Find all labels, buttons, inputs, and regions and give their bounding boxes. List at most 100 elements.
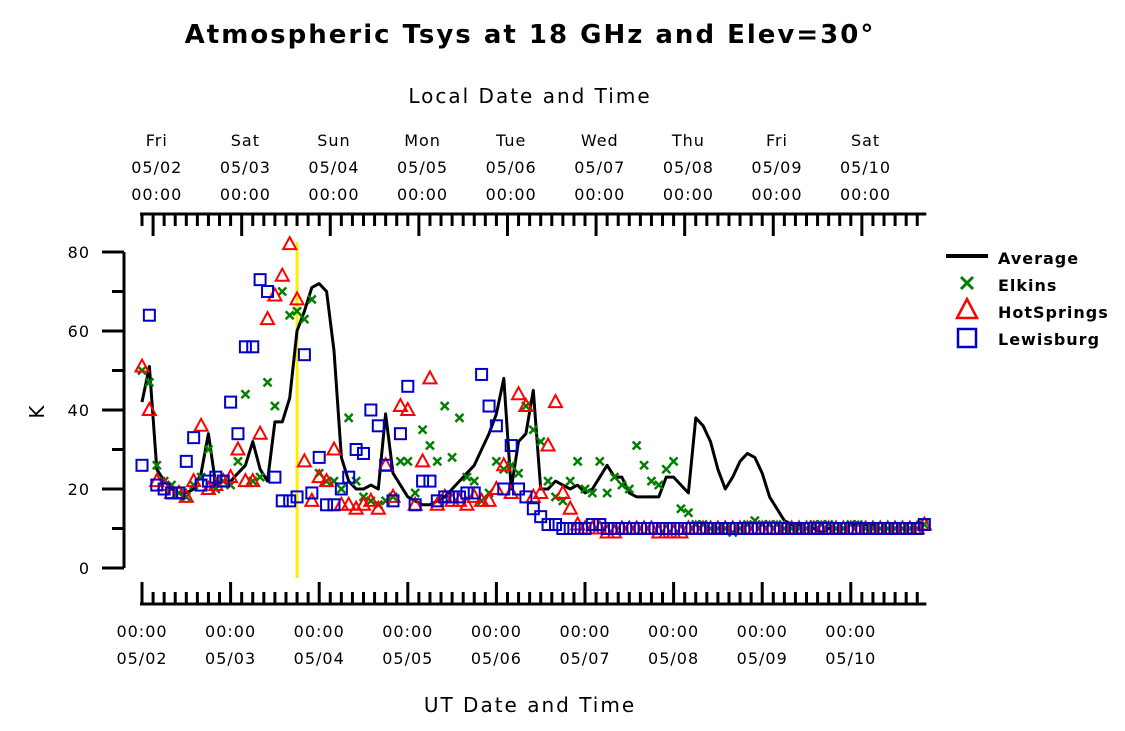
point-lewisburg — [445, 490, 459, 504]
chart-title: Atmospheric Tsys at 18 GHz and Elev=30° — [185, 20, 876, 50]
y-axis-title: K — [25, 403, 49, 418]
point-hotsprings — [281, 235, 298, 251]
point-lewisburg — [859, 522, 873, 535]
point-lewisburg — [497, 482, 511, 496]
point-lewisburg — [844, 522, 858, 535]
point-lewisburg — [150, 478, 164, 492]
point-lewisburg — [585, 518, 599, 532]
point-elkins-stroke — [432, 456, 443, 467]
point-elkins-stroke — [402, 456, 413, 467]
top-tick-time: 00:00 — [397, 185, 448, 204]
series-line-average — [140, 282, 926, 534]
point-elkins-stroke — [277, 286, 288, 297]
point-elkins — [565, 476, 576, 486]
point-elkins-stroke — [617, 480, 627, 490]
point-elkins — [306, 294, 317, 305]
point-elkins-stroke — [513, 468, 524, 479]
point-lewisburg — [556, 522, 570, 535]
point-elkins-stroke — [572, 456, 583, 467]
point-lewisburg — [770, 522, 784, 535]
legend-elkins-marker — [959, 275, 975, 291]
point-lewisburg — [630, 522, 644, 535]
point-elkins — [137, 365, 147, 376]
point-hotsprings — [303, 491, 321, 507]
point-elkins-stroke — [454, 413, 465, 423]
point-elkins — [410, 488, 421, 498]
top-tick-time: 00:00 — [840, 185, 891, 204]
point-lewisburg — [881, 522, 895, 535]
point-lewisburg — [401, 379, 415, 393]
point-lewisburg — [452, 490, 466, 504]
top-tick-date: 05/03 — [220, 158, 271, 177]
bottom-tick-date: 05/08 — [648, 649, 699, 668]
point-hotsprings — [510, 385, 527, 401]
bottom-tick-date: 05/07 — [559, 649, 610, 668]
point-lewisburg — [578, 522, 592, 535]
point-hotsprings — [466, 487, 483, 503]
point-elkins-stroke — [528, 424, 539, 435]
point-lewisburg — [297, 348, 311, 362]
bottom-tick-date: 05/03 — [205, 649, 256, 668]
point-lewisburg — [320, 498, 334, 512]
point-lewisburg — [895, 522, 909, 535]
point-elkins — [292, 306, 302, 317]
series-lewisburg — [135, 273, 931, 535]
top-tick-time: 00:00 — [663, 185, 714, 204]
point-hotsprings — [259, 310, 276, 326]
point-hotsprings — [517, 396, 535, 413]
point-elkins-stroke — [535, 436, 546, 447]
point-lewisburg — [379, 458, 393, 472]
point-lewisburg — [526, 502, 540, 516]
bottom-tick-date: 05/02 — [116, 649, 167, 668]
point-lewisburg — [157, 482, 171, 496]
point-elkins — [602, 488, 613, 498]
point-hotsprings — [606, 523, 623, 539]
bottom-tick-date: 05/09 — [737, 649, 788, 668]
point-hotsprings — [229, 440, 247, 456]
point-lewisburg — [748, 522, 762, 535]
point-lewisburg — [246, 340, 260, 354]
point-lewisburg — [777, 522, 791, 535]
point-elkins-stroke — [661, 464, 672, 475]
point-lewisburg — [327, 498, 341, 512]
point-lewisburg — [792, 522, 806, 535]
point-elkins — [498, 464, 509, 475]
point-elkins-stroke — [491, 456, 502, 467]
point-lewisburg — [482, 399, 496, 413]
point-elkins-stroke — [683, 507, 694, 518]
bottom-tick-date: 05/06 — [471, 649, 522, 668]
point-lewisburg — [357, 446, 370, 460]
point-hotsprings — [207, 475, 224, 492]
point-elkins-stroke — [462, 472, 472, 483]
bottom-tick-date: 05/10 — [825, 649, 876, 668]
point-hotsprings — [532, 483, 549, 499]
point-elkins — [469, 476, 480, 486]
bottom-tick-time: 00:00 — [737, 622, 788, 641]
point-elkins-stroke — [639, 460, 649, 471]
point-hotsprings — [525, 487, 542, 503]
series-hotsprings — [133, 235, 933, 539]
point-lewisburg — [423, 474, 437, 488]
top-tick-date: 05/06 — [486, 158, 537, 177]
point-lewisburg — [364, 403, 378, 417]
point-elkins-stroke — [624, 484, 635, 494]
point-hotsprings — [266, 286, 284, 302]
point-hotsprings — [244, 472, 261, 488]
point-elkins — [609, 472, 620, 483]
point-hotsprings — [274, 266, 291, 282]
point-hotsprings — [178, 487, 195, 503]
legend-lewisburg-marker — [956, 327, 978, 349]
point-elkins — [572, 456, 583, 467]
point-lewisburg — [541, 518, 555, 532]
point-hotsprings — [591, 519, 608, 535]
point-elkins-stroke — [270, 401, 280, 411]
point-hotsprings — [414, 452, 431, 468]
point-elkins-stroke — [233, 456, 243, 467]
point-elkins — [676, 503, 686, 514]
top-tick-time: 00:00 — [486, 185, 537, 204]
point-elkins-stroke — [240, 389, 251, 400]
point-lewisburg — [704, 522, 718, 535]
point-elkins — [668, 456, 679, 467]
point-lewisburg — [696, 522, 710, 535]
